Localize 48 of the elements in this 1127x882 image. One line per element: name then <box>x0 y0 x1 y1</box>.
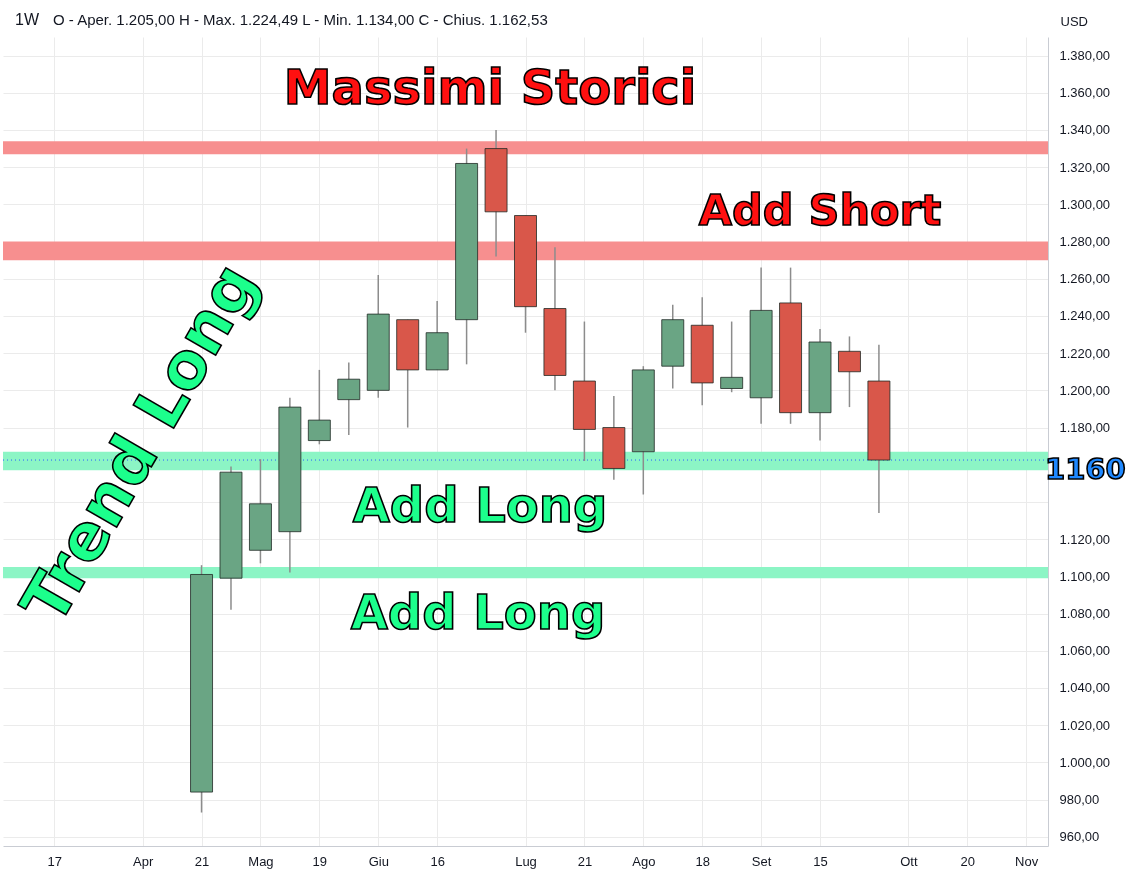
x-tick-label: Ago <box>632 853 656 869</box>
x-tick-label: 21 <box>194 853 210 869</box>
y-tick-label: 1.060,00 <box>1059 643 1111 659</box>
annotation: Add Long <box>350 584 606 640</box>
y-axis-title: USD <box>1060 13 1088 29</box>
y-tick-label: 1.380,00 <box>1059 48 1111 64</box>
text: 1160 <box>1045 452 1126 486</box>
y-tick-label: 1.360,00 <box>1059 85 1111 101</box>
y-tick-label: 1.260,00 <box>1059 271 1111 287</box>
y-tick-label: 960,00 <box>1059 829 1100 845</box>
candlestick <box>838 335 861 408</box>
x-tick-label: 21 <box>577 853 593 869</box>
x-tick-label: 17 <box>47 853 63 869</box>
candlestick <box>720 320 744 393</box>
x-tick-label: Nov <box>1015 853 1039 869</box>
y-tick-label: 1.100,00 <box>1059 568 1111 584</box>
annotation: Add Long <box>352 477 608 533</box>
y-tick-label: 1.320,00 <box>1059 159 1111 175</box>
x-tick-label: Lug <box>515 853 537 869</box>
y-tick-label: 1.300,00 <box>1059 196 1111 212</box>
y-tick-label: 1.340,00 <box>1059 122 1111 138</box>
chart-title: 1W <box>15 11 40 28</box>
y-tick-label: 1.220,00 <box>1059 345 1111 361</box>
y-tick-label: 1.280,00 <box>1059 234 1111 250</box>
annotation: Add Short <box>698 185 942 235</box>
y-tick-label: 1.240,00 <box>1059 308 1111 324</box>
x-tick-label: Apr <box>133 853 154 869</box>
y-tick-label: 1.180,00 <box>1059 420 1111 436</box>
y-tick-label: 1.080,00 <box>1059 606 1111 622</box>
x-tick-label: 16 <box>430 853 445 869</box>
candlestick <box>337 361 361 436</box>
y-tick-label: 1.020,00 <box>1059 717 1111 733</box>
x-tick-label: 18 <box>695 853 710 869</box>
text: O - Aper. 1.205,00 H - Max. 1.224,49 L - Min. 1.134,00 C - Chius. 1.162,53 <box>53 11 548 28</box>
x-tick-label: Giu <box>368 853 389 869</box>
y-tick-label: 1.200,00 <box>1059 382 1111 398</box>
candlestick <box>307 369 331 446</box>
y-tick-label: 980,00 <box>1059 792 1100 808</box>
annotation: Massimi Storici <box>283 59 697 115</box>
y-tick-label: 1.040,00 <box>1059 680 1111 696</box>
x-tick-label: 19 <box>312 853 328 869</box>
x-tick-label: Set <box>751 853 772 869</box>
x-tick-label: Ott <box>900 853 918 869</box>
x-tick-label: 15 <box>813 853 828 869</box>
y-tick-label: 1.000,00 <box>1059 754 1111 770</box>
y-tick-label: 1.120,00 <box>1059 531 1111 547</box>
x-tick-label: 20 <box>960 853 975 869</box>
x-tick-label: Mag <box>248 853 274 869</box>
